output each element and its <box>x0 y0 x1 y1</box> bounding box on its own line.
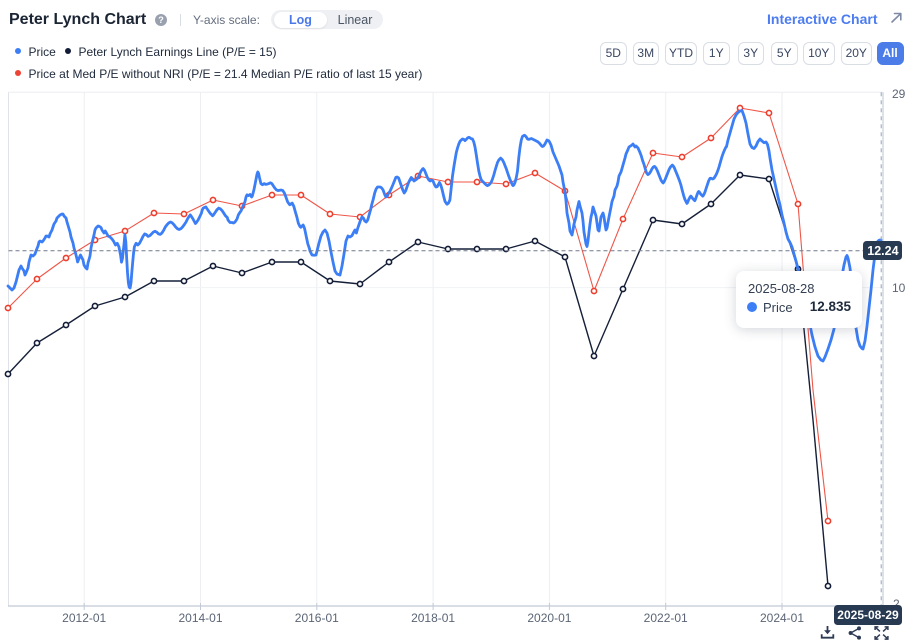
svg-text:2016-01: 2016-01 <box>295 611 339 625</box>
svg-text:2022-01: 2022-01 <box>644 611 688 625</box>
svg-text:2024-01: 2024-01 <box>760 611 804 625</box>
svg-text:2: 2 <box>893 597 900 611</box>
svg-text:2014-01: 2014-01 <box>178 611 222 625</box>
svg-text:29: 29 <box>892 87 906 101</box>
svg-text:2012-01: 2012-01 <box>62 611 106 625</box>
svg-text:2020-01: 2020-01 <box>527 611 571 625</box>
svg-text:10: 10 <box>892 281 906 295</box>
svg-text:2018-01: 2018-01 <box>411 611 455 625</box>
